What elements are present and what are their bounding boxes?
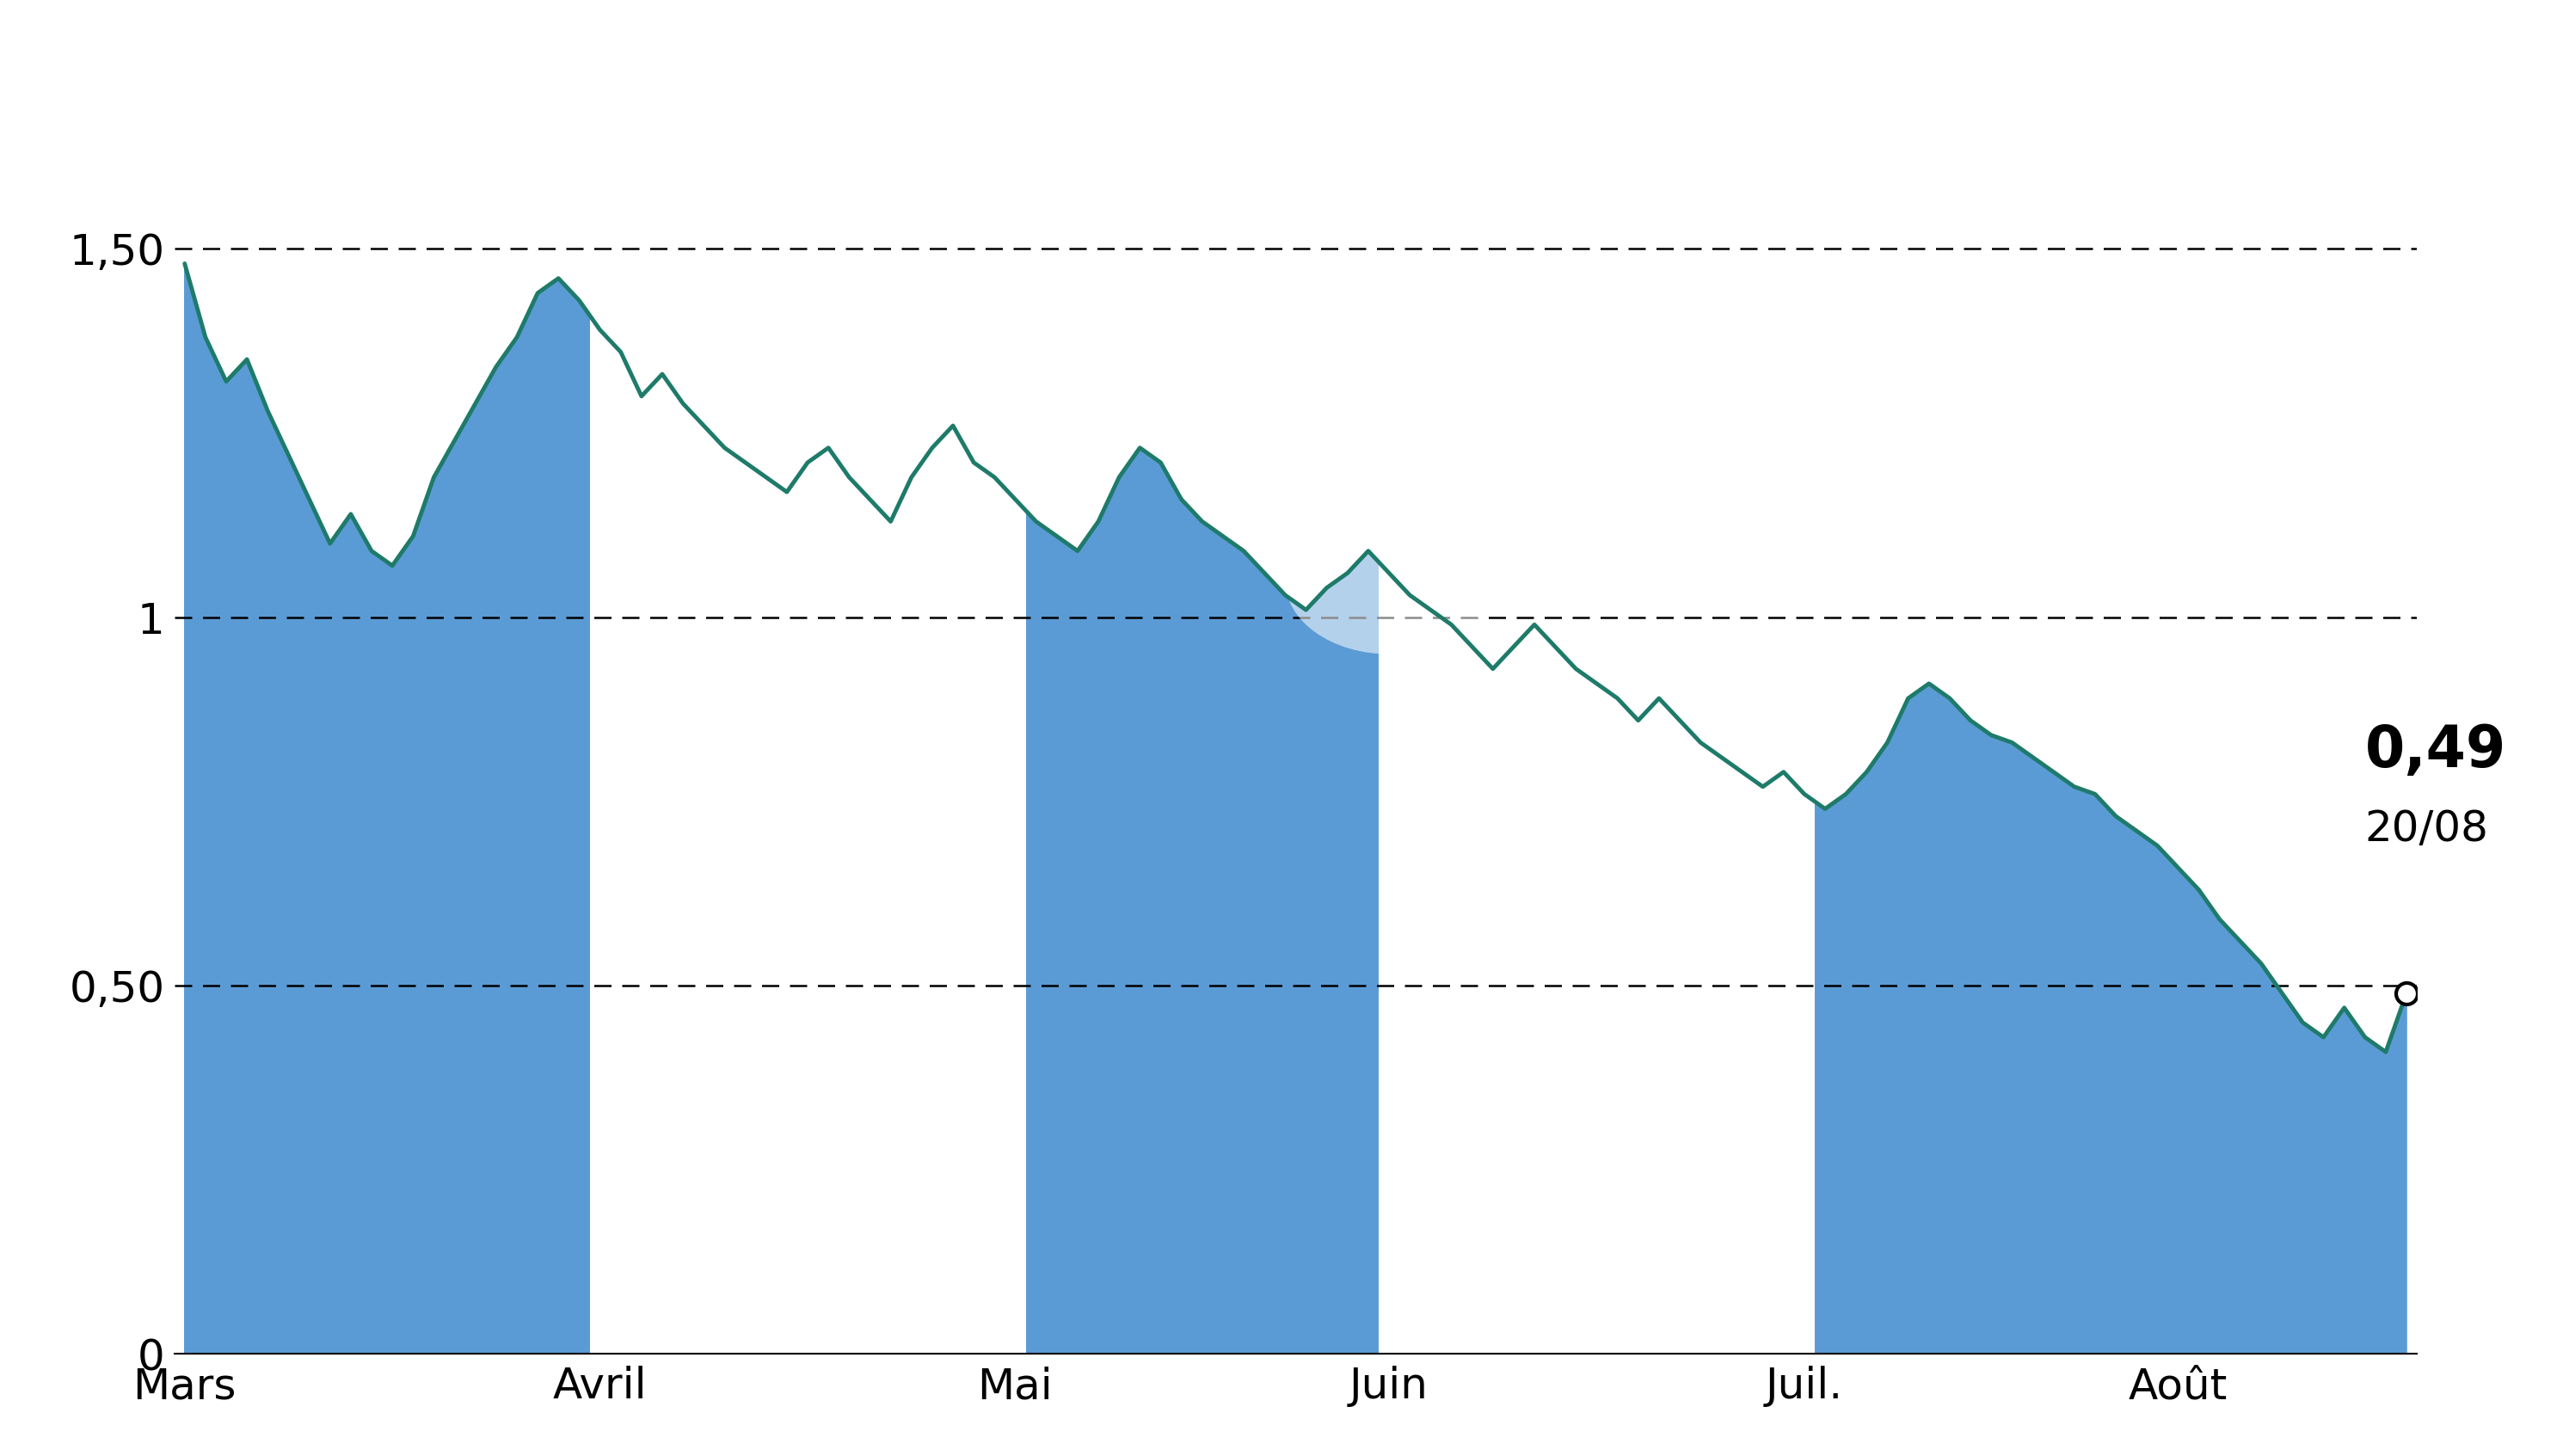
Polygon shape	[185, 264, 600, 1354]
Polygon shape	[1015, 448, 1389, 1354]
Text: Biotricity, Inc.: Biotricity, Inc.	[961, 20, 1602, 99]
Ellipse shape	[1284, 507, 1492, 654]
Text: 0,49: 0,49	[2366, 722, 2507, 779]
Bar	[589, 138, 1025, 1354]
Bar	[1379, 138, 1815, 1354]
Polygon shape	[1804, 683, 2179, 1354]
Polygon shape	[2179, 868, 2407, 1354]
Text: 20/08: 20/08	[2366, 810, 2489, 850]
